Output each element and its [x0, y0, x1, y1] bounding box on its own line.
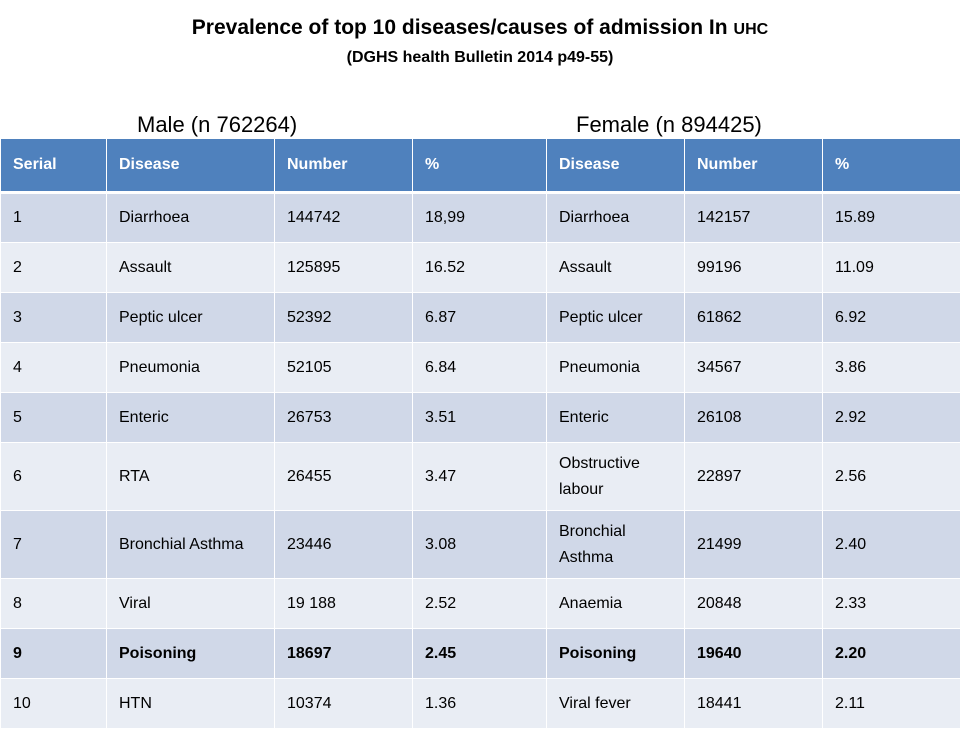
cell-female-disease: Enteric [547, 393, 685, 443]
cell-male-disease: Enteric [107, 393, 275, 443]
cell-male-disease: Peptic ulcer [107, 293, 275, 343]
female-group-label: Female (n 894425) [576, 110, 762, 140]
cell-male-percent: 3.08 [413, 511, 547, 579]
table-row: 1 Diarrhoea 144742 18,99 Diarrhoea 14215… [1, 193, 960, 243]
table-row: 10 HTN 10374 1.36 Viral fever 18441 2.11 [1, 679, 960, 729]
cell-female-disease: Anaemia [547, 579, 685, 629]
cell-female-disease: Pneumonia [547, 343, 685, 393]
cell-female-disease: Viral fever [547, 679, 685, 729]
cell-female-number: 34567 [685, 343, 823, 393]
cell-female-number: 21499 [685, 511, 823, 579]
cell-serial: 3 [1, 293, 107, 343]
table-row: 7 Bronchial Asthma 23446 3.08 Bronchial … [1, 511, 960, 579]
cell-male-disease: Viral [107, 579, 275, 629]
cell-male-percent: 3.47 [413, 443, 547, 511]
table-row: 4 Pneumonia 52105 6.84 Pneumonia 34567 3… [1, 343, 960, 393]
cell-male-number: 19 188 [275, 579, 413, 629]
header-male-disease: Disease [107, 139, 275, 193]
cell-male-percent: 6.84 [413, 343, 547, 393]
cell-female-percent: 15.89 [823, 193, 960, 243]
table-row: 5 Enteric 26753 3.51 Enteric 26108 2.92 [1, 393, 960, 443]
cell-male-percent: 2.45 [413, 629, 547, 679]
header-female-number: Number [685, 139, 823, 193]
cell-serial: 9 [1, 629, 107, 679]
cell-serial: 4 [1, 343, 107, 393]
cell-male-number: 26455 [275, 443, 413, 511]
cell-male-number: 23446 [275, 511, 413, 579]
cell-female-percent: 2.56 [823, 443, 960, 511]
cell-male-percent: 6.87 [413, 293, 547, 343]
cell-female-percent: 2.11 [823, 679, 960, 729]
cell-female-disease: Assault [547, 243, 685, 293]
cell-female-percent: 2.40 [823, 511, 960, 579]
table-row: 8 Viral 19 188 2.52 Anaemia 20848 2.33 [1, 579, 960, 629]
page-title: Prevalence of top 10 diseases/causes of … [0, 14, 960, 44]
title-suffix: UHC [734, 21, 769, 38]
cell-male-number: 10374 [275, 679, 413, 729]
cell-female-disease: Bronchial Asthma [547, 511, 685, 579]
cell-female-number: 26108 [685, 393, 823, 443]
cell-serial: 6 [1, 443, 107, 511]
cell-female-number: 61862 [685, 293, 823, 343]
cell-female-number: 142157 [685, 193, 823, 243]
cell-female-number: 18441 [685, 679, 823, 729]
header-male-percent: % [413, 139, 547, 193]
cell-female-disease: Obstructive labour [547, 443, 685, 511]
header-female-disease: Disease [547, 139, 685, 193]
header-serial: Serial [1, 139, 107, 193]
cell-serial: 5 [1, 393, 107, 443]
cell-male-number: 125895 [275, 243, 413, 293]
cell-female-percent: 2.20 [823, 629, 960, 679]
table-header-row: Serial Disease Number % Disease Number % [1, 139, 960, 193]
cell-male-number: 26753 [275, 393, 413, 443]
cell-male-disease: Poisoning [107, 629, 275, 679]
header-female-percent: % [823, 139, 960, 193]
cell-serial: 10 [1, 679, 107, 729]
disease-table: Serial Disease Number % Disease Number %… [0, 138, 960, 729]
cell-serial: 2 [1, 243, 107, 293]
cell-male-percent: 18,99 [413, 193, 547, 243]
table-row: 2 Assault 125895 16.52 Assault 99196 11.… [1, 243, 960, 293]
cell-female-percent: 3.86 [823, 343, 960, 393]
page-subtitle: (DGHS health Bulletin 2014 p49-55) [0, 46, 960, 70]
cell-serial: 7 [1, 511, 107, 579]
cell-male-percent: 16.52 [413, 243, 547, 293]
cell-male-disease: HTN [107, 679, 275, 729]
cell-male-disease: Bronchial Asthma [107, 511, 275, 579]
cell-female-percent: 6.92 [823, 293, 960, 343]
cell-serial: 8 [1, 579, 107, 629]
cell-male-number: 18697 [275, 629, 413, 679]
cell-female-disease: Peptic ulcer [547, 293, 685, 343]
male-group-label: Male (n 762264) [137, 110, 297, 140]
cell-male-percent: 2.52 [413, 579, 547, 629]
cell-female-number: 22897 [685, 443, 823, 511]
cell-female-percent: 2.92 [823, 393, 960, 443]
cell-male-number: 144742 [275, 193, 413, 243]
cell-female-disease: Poisoning [547, 629, 685, 679]
cell-female-number: 19640 [685, 629, 823, 679]
cell-female-percent: 2.33 [823, 579, 960, 629]
cell-female-disease: Diarrhoea [547, 193, 685, 243]
table-row: 6 RTA 26455 3.47 Obstructive labour 2289… [1, 443, 960, 511]
cell-male-number: 52392 [275, 293, 413, 343]
cell-male-number: 52105 [275, 343, 413, 393]
title-main: Prevalence of top 10 diseases/causes of … [192, 16, 728, 39]
cell-male-disease: Assault [107, 243, 275, 293]
cell-female-number: 20848 [685, 579, 823, 629]
cell-male-disease: Diarrhoea [107, 193, 275, 243]
header-male-number: Number [275, 139, 413, 193]
table-row: 3 Peptic ulcer 52392 6.87 Peptic ulcer 6… [1, 293, 960, 343]
cell-serial: 1 [1, 193, 107, 243]
cell-female-number: 99196 [685, 243, 823, 293]
cell-male-disease: RTA [107, 443, 275, 511]
cell-female-percent: 11.09 [823, 243, 960, 293]
cell-male-percent: 1.36 [413, 679, 547, 729]
table-row: 9 Poisoning 18697 2.45 Poisoning 19640 2… [1, 629, 960, 679]
cell-male-disease: Pneumonia [107, 343, 275, 393]
cell-male-percent: 3.51 [413, 393, 547, 443]
